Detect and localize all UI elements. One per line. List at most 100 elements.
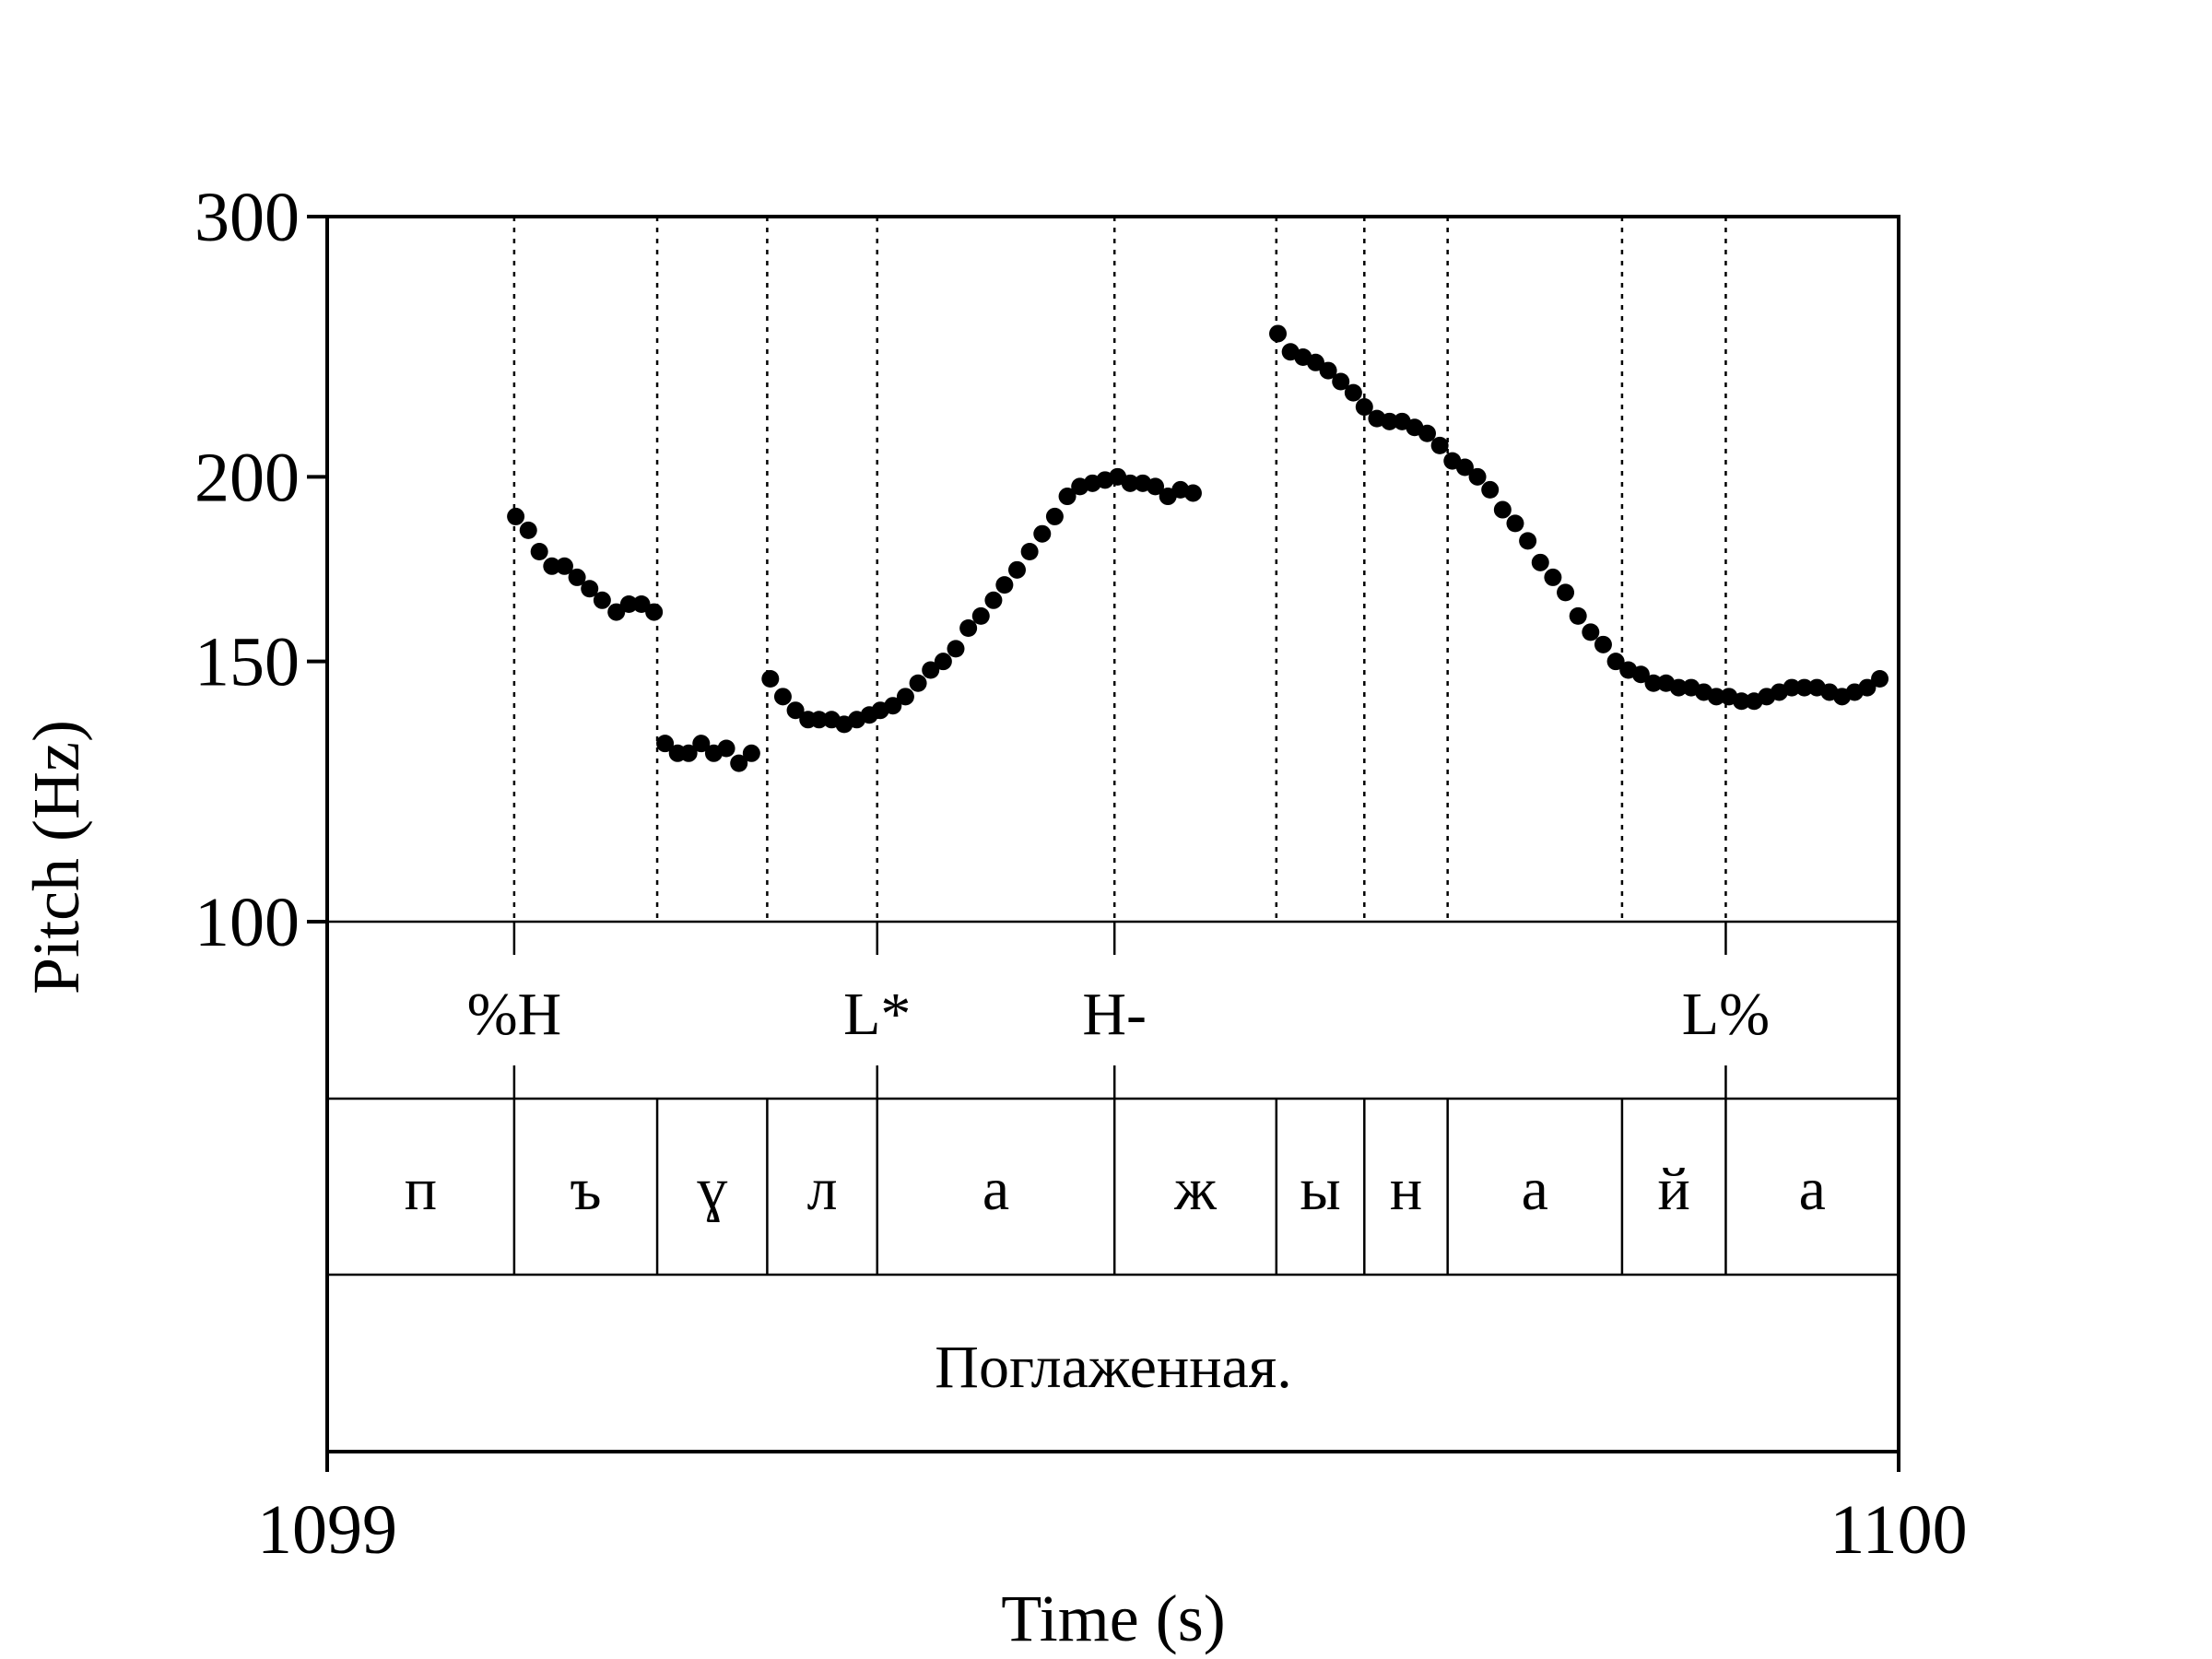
pitch-point <box>773 688 792 706</box>
pitch-point <box>645 603 664 621</box>
pitch-point <box>581 580 599 598</box>
pitch-point <box>1557 583 1575 602</box>
segment-label: ы <box>1300 1156 1340 1223</box>
x-axis-title: Time (s) <box>1001 1582 1225 1655</box>
pitch-point <box>1594 635 1612 653</box>
pitch-point <box>761 669 780 688</box>
y-axis-title: Pitch (Hz) <box>19 720 93 994</box>
pitch-point <box>692 735 711 753</box>
y-tick-label: 300 <box>194 179 300 256</box>
pitch-point <box>1344 383 1362 402</box>
segment-label: а <box>982 1156 1009 1223</box>
segment-label: а <box>1522 1156 1548 1223</box>
pitch-point <box>1319 361 1337 380</box>
segment-label: ɣ <box>697 1156 727 1223</box>
segment-label: й <box>1658 1156 1690 1223</box>
y-tick-label: 100 <box>194 884 300 961</box>
pitch-point <box>896 688 914 706</box>
pitch-point <box>1631 665 1650 684</box>
pitch-point <box>1669 678 1688 697</box>
pitch-point <box>810 711 829 729</box>
pitch-point <box>1606 653 1625 671</box>
pitch-point <box>730 754 748 772</box>
pitch-point <box>1544 568 1562 586</box>
pitch-point <box>607 603 626 621</box>
pitch-point <box>1481 480 1500 499</box>
plot-frame <box>325 215 1900 1453</box>
pitch-point <box>1582 623 1600 641</box>
pitch-point <box>1858 678 1877 697</box>
axes: 100 150 200 300 1099 1100 <box>194 179 1968 1569</box>
x-tick-label: 1100 <box>1830 1491 1967 1569</box>
y-tick-label: 150 <box>194 624 300 701</box>
pitch-point <box>1795 678 1814 697</box>
pitch-point <box>1045 507 1064 525</box>
annotation-tiers: %H L* H- L% п ъ ɣ л а ж ы н а й а <box>327 920 1899 1277</box>
pitch-point <box>1269 324 1288 343</box>
pitch-point <box>947 640 965 658</box>
pitch-point <box>971 606 990 625</box>
pitch-point <box>1355 398 1373 417</box>
segment-label: а <box>1799 1156 1826 1223</box>
pitch-point <box>679 744 698 762</box>
pitch-point <box>995 576 1014 594</box>
x-tick-label: 1099 <box>257 1491 397 1569</box>
tone-label: H- <box>1082 981 1147 1048</box>
pitch-point <box>1033 524 1052 543</box>
pitch-point <box>742 744 760 762</box>
tone-label: L* <box>843 981 911 1048</box>
pitch-point <box>786 701 805 720</box>
sentence-label: Поглаженная. <box>935 1334 1291 1401</box>
pitch-point <box>619 595 638 614</box>
pitch-point <box>1183 484 1202 502</box>
tone-guide-lines <box>512 217 1727 922</box>
pitch-point <box>1007 560 1026 579</box>
pitch-point <box>1783 678 1801 697</box>
pitch-point <box>1121 474 1139 492</box>
pitch-point <box>1468 467 1487 486</box>
pitch-point <box>1020 542 1039 560</box>
pitch-point <box>1147 477 1165 496</box>
segment-label: ъ <box>570 1156 601 1223</box>
pitch-point <box>632 595 651 614</box>
pitch-point <box>717 739 735 758</box>
segment-label: л <box>807 1156 838 1223</box>
pitch-point <box>1531 553 1549 571</box>
pitch-point <box>1733 692 1750 711</box>
pitch-point <box>1519 532 1537 550</box>
pitch-point <box>922 661 940 679</box>
tone-label: %H <box>467 981 562 1048</box>
pitch-point <box>1506 514 1524 533</box>
pitch-point <box>909 674 927 692</box>
pitch-point <box>1058 488 1077 506</box>
pitch-point <box>1871 669 1889 688</box>
pitch-point <box>1381 412 1399 430</box>
pitch-point <box>984 591 1003 609</box>
pitch-point <box>1707 688 1725 706</box>
pitch-point <box>1306 353 1324 371</box>
pitch-point <box>568 568 586 586</box>
segment-label: ж <box>1173 1156 1217 1223</box>
pitch-point <box>1569 606 1587 625</box>
pitch-point <box>543 557 561 575</box>
pitch-point <box>555 557 573 575</box>
pitch-point <box>1332 372 1350 391</box>
pitch-point <box>519 521 537 539</box>
pitch-point <box>959 618 978 637</box>
pitch-point <box>530 542 548 560</box>
tone-label: L% <box>1682 981 1770 1048</box>
pitch-point <box>593 591 611 609</box>
segment-label: п <box>405 1156 437 1223</box>
pitch-point <box>1455 458 1474 477</box>
pitch-point <box>884 697 902 715</box>
pitch-point <box>1418 424 1436 442</box>
pitch-point <box>934 653 952 671</box>
y-tick-label: 200 <box>194 439 300 516</box>
pitch-point <box>507 507 525 525</box>
pitch-point <box>1493 500 1512 519</box>
pitch-point <box>1430 436 1449 454</box>
pitch-point <box>656 735 675 753</box>
pitch-point <box>1644 674 1663 692</box>
pitch-points <box>507 324 1889 772</box>
